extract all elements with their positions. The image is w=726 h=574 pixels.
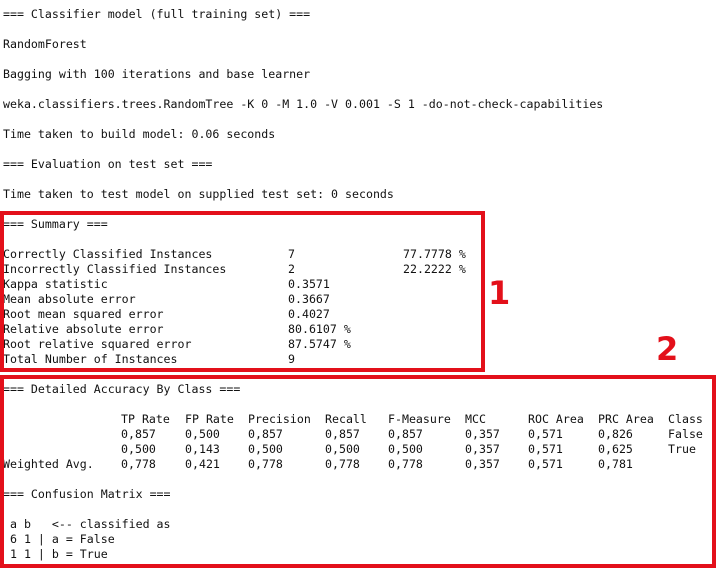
accuracy-cell: 0,778: [388, 457, 423, 471]
confusion-matrix-line: 6 1 | a = False: [3, 532, 115, 546]
classifier-command: weka.classifiers.trees.RandomTree -K 0 -…: [3, 97, 604, 111]
summary-value: 2: [288, 262, 295, 276]
column-header: TP Rate: [121, 412, 170, 426]
summary-extra: 22.2222 %: [403, 262, 466, 276]
summary-row: Mean absolute error 0.3667: [3, 292, 483, 307]
summary-row: Kappa statistic 0.3571: [3, 277, 483, 292]
column-header: FP Rate: [185, 412, 234, 426]
summary-value: 80.6107 %: [288, 322, 351, 336]
detailed-accuracy-title: === Detailed Accuracy By Class ===: [3, 382, 241, 396]
annotation-label-2: 2: [656, 330, 679, 368]
summary-value: 0.3571: [288, 277, 330, 291]
accuracy-cell: 0,500: [388, 442, 423, 456]
weka-output-panel: === Classifier model (full training set)…: [3, 0, 723, 574]
summary-label: Root relative squared error: [3, 337, 192, 351]
accuracy-cell: 0,781: [598, 457, 633, 471]
accuracy-cell: 0,857: [325, 427, 360, 441]
summary-row: Root relative squared error 87.5747 %: [3, 337, 483, 352]
accuracy-cell: True: [668, 442, 696, 456]
column-header: Recall: [325, 412, 367, 426]
summary-label: Incorrectly Classified Instances: [3, 262, 227, 276]
classifier-model-title: === Classifier model (full training set)…: [3, 7, 311, 21]
column-header: Precision: [248, 412, 311, 426]
column-header: MCC: [465, 412, 486, 426]
summary-value: 9: [288, 352, 295, 366]
accuracy-cell: 0,778: [121, 457, 156, 471]
accuracy-header-row: TP Rate FP Rate Precision Recall F-Measure MC…: [3, 412, 718, 427]
accuracy-cell: 0,143: [185, 442, 220, 456]
summary-label: Correctly Classified Instances: [3, 247, 213, 261]
summary-label: Kappa statistic: [3, 277, 108, 291]
accuracy-cell: 0,421: [185, 457, 220, 471]
accuracy-cell: 0,857: [248, 427, 283, 441]
accuracy-cell: 0,357: [465, 427, 500, 441]
accuracy-cell: 0,778: [325, 457, 360, 471]
column-header: ROC Area: [528, 412, 584, 426]
annotation-box-1: [0, 211, 485, 372]
summary-row: Relative absolute error 80.6107 %: [3, 322, 483, 337]
accuracy-cell: 0,357: [465, 442, 500, 456]
column-header: F-Measure: [388, 412, 451, 426]
accuracy-row: 0,857 0,500 0,857 0,857 0,857 0,357 0,571 0,826…: [3, 427, 718, 442]
summary-row: Total Number of Instances 9: [3, 352, 483, 367]
column-header: PRC Area: [598, 412, 654, 426]
accuracy-cell: 0,357: [465, 457, 500, 471]
accuracy-cell: 0,571: [528, 442, 563, 456]
summary-label: Total Number of Instances: [3, 352, 178, 366]
classifier-name: RandomForest: [3, 37, 87, 51]
confusion-matrix-title: === Confusion Matrix ===: [3, 487, 171, 501]
row-label: Weighted Avg.: [3, 457, 94, 471]
accuracy-cell: 0,500: [121, 442, 156, 456]
summary-row: Incorrectly Classified Instances 2 22.2222…: [3, 262, 483, 277]
accuracy-row: Weighted Avg. 0,778 0,421 0,778 0,778 0,778 0,…: [3, 457, 718, 472]
summary-title: === Summary ===: [3, 217, 108, 231]
accuracy-cell: 0,500: [185, 427, 220, 441]
summary-row: Correctly Classified Instances 7 77.7778 %: [3, 247, 483, 262]
summary-value: 87.5747 %: [288, 337, 351, 351]
bagging-description: Bagging with 100 iterations and base lea…: [3, 67, 311, 81]
confusion-matrix-line: a b <-- classified as: [3, 517, 171, 531]
summary-row: Root mean squared error 0.4027: [3, 307, 483, 322]
accuracy-cell: 0,826: [598, 427, 633, 441]
annotation-box-2: [0, 375, 716, 568]
accuracy-cell: False: [668, 427, 703, 441]
accuracy-cell: 0,857: [121, 427, 156, 441]
build-time: Time taken to build model: 0.06 seconds: [3, 127, 276, 141]
test-time: Time taken to test model on supplied tes…: [3, 187, 394, 201]
summary-value: 7: [288, 247, 295, 261]
confusion-matrix-line: 1 1 | b = True: [3, 547, 108, 561]
summary-label: Root mean squared error: [3, 307, 164, 321]
evaluation-title: === Evaluation on test set ===: [3, 157, 213, 171]
accuracy-cell: 0,778: [248, 457, 283, 471]
accuracy-cell: 0,625: [598, 442, 633, 456]
summary-label: Mean absolute error: [3, 292, 136, 306]
accuracy-cell: 0,571: [528, 457, 563, 471]
summary-value: 0.3667: [288, 292, 330, 306]
accuracy-cell: 0,500: [248, 442, 283, 456]
summary-extra: 77.7778 %: [403, 247, 466, 261]
annotation-label-1: 1: [488, 274, 511, 312]
accuracy-cell: 0,571: [528, 427, 563, 441]
summary-value: 0.4027: [288, 307, 330, 321]
accuracy-row: 0,500 0,143 0,500 0,500 0,500 0,357 0,571 0,625…: [3, 442, 718, 457]
accuracy-cell: 0,500: [325, 442, 360, 456]
summary-label: Relative absolute error: [3, 322, 164, 336]
accuracy-cell: 0,857: [388, 427, 423, 441]
column-header: Class: [668, 412, 703, 426]
